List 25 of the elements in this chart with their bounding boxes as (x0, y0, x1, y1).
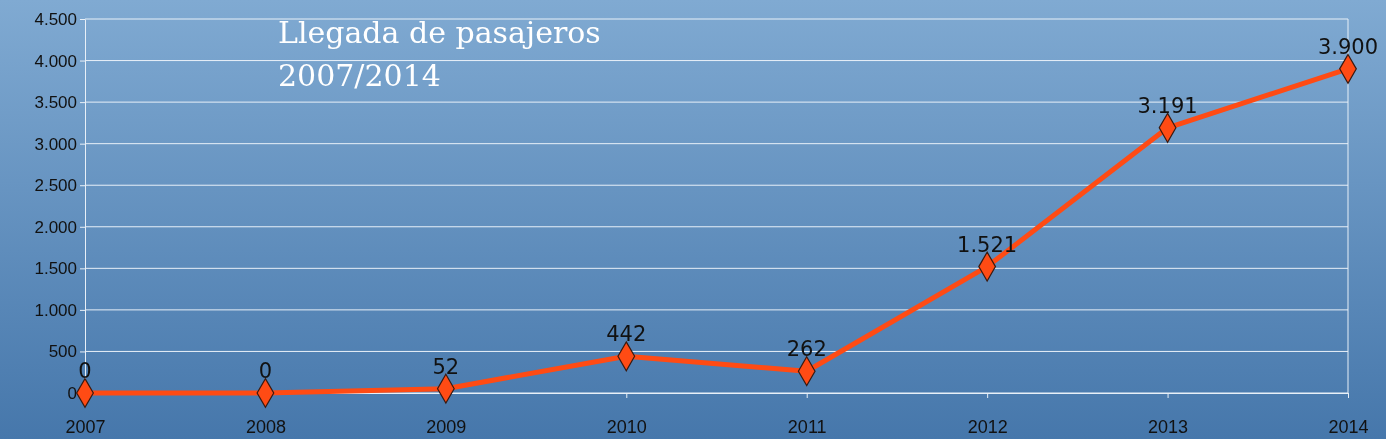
data-label: 52 (432, 354, 460, 379)
data-label: 3.900 (1317, 34, 1379, 59)
y-tick-label: 1.500 (34, 259, 77, 279)
data-label: 3.191 (1137, 93, 1198, 118)
y-tick-label: 2.500 (34, 176, 77, 196)
x-tick-label: 2008 (245, 416, 286, 437)
x-tick-label: 2012 (967, 416, 1008, 437)
y-tick-label: 1.000 (34, 300, 77, 320)
y-tick-label: 3.000 (34, 134, 77, 154)
x-tick-label: 2010 (606, 416, 647, 437)
x-tick-label: 2007 (65, 416, 106, 437)
y-tick-label: 2.000 (34, 217, 77, 237)
data-label: 1.521 (957, 232, 1018, 257)
y-tick-label: 500 (48, 342, 77, 362)
x-tick-label: 2014 (1328, 416, 1369, 437)
y-tick-label: 4.500 (34, 9, 77, 29)
x-tick-label: 2009 (426, 416, 467, 437)
text: Llegada de pasajeros 2007/2014 (278, 15, 601, 93)
x-tick-label: 2011 (787, 416, 827, 437)
y-tick-label: 4.000 (34, 51, 77, 71)
y-tick-label: 3.500 (34, 93, 77, 113)
data-label: 0 (258, 359, 273, 383)
data-label: 442 (606, 322, 647, 347)
x-tick-label: 2013 (1148, 416, 1189, 437)
y-tick-label: 0 (67, 383, 77, 403)
